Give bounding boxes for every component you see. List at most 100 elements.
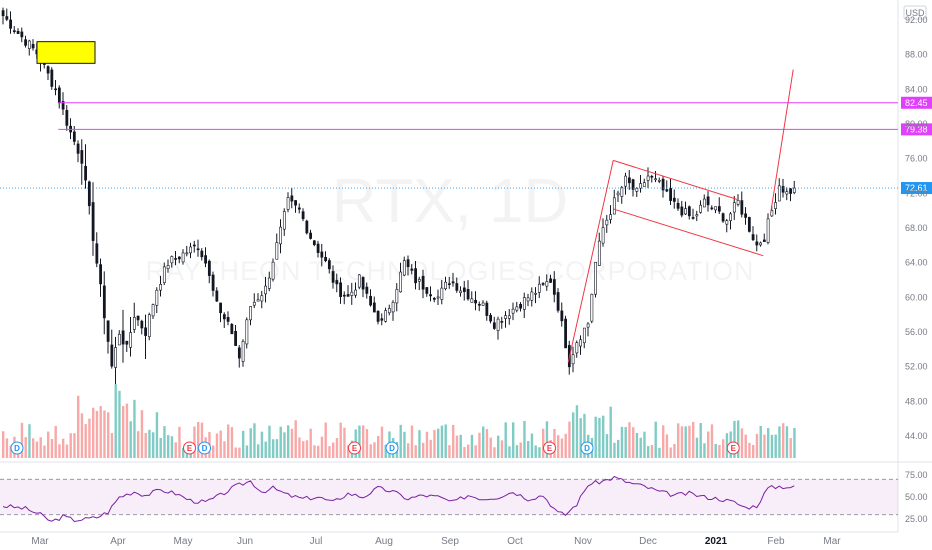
earnings-marker[interactable]: E — [726, 441, 740, 455]
candle[interactable] — [114, 336, 118, 385]
candle[interactable] — [631, 178, 635, 197]
dividend-marker[interactable]: D — [580, 441, 594, 455]
candle[interactable] — [57, 85, 61, 109]
candle[interactable] — [537, 276, 541, 299]
candle[interactable] — [646, 167, 650, 189]
candle[interactable] — [440, 279, 444, 305]
candle[interactable] — [185, 245, 189, 257]
candle[interactable] — [369, 289, 373, 307]
candle[interactable] — [264, 276, 268, 303]
candle[interactable] — [54, 80, 58, 96]
candle[interactable] — [121, 309, 125, 363]
candle[interactable] — [219, 302, 223, 323]
candle[interactable] — [256, 293, 260, 302]
candle[interactable] — [342, 291, 346, 305]
candle[interactable] — [162, 262, 166, 286]
candle[interactable] — [635, 187, 639, 197]
candle[interactable] — [327, 258, 331, 274]
candle[interactable] — [391, 300, 395, 321]
candle[interactable] — [354, 282, 358, 298]
candle[interactable] — [612, 189, 616, 215]
candle[interactable] — [350, 282, 354, 305]
candle[interactable] — [222, 312, 226, 328]
candle[interactable] — [444, 276, 448, 291]
candle[interactable] — [624, 172, 628, 195]
candle[interactable] — [339, 277, 343, 304]
candle[interactable] — [560, 302, 564, 327]
candle[interactable] — [549, 274, 553, 284]
candle[interactable] — [609, 205, 613, 224]
candle[interactable] — [774, 193, 778, 215]
candle[interactable] — [616, 190, 620, 203]
candle[interactable] — [20, 27, 24, 43]
candle[interactable] — [290, 187, 294, 209]
candle[interactable] — [455, 277, 459, 293]
candle[interactable] — [50, 67, 54, 90]
candle[interactable] — [432, 296, 436, 303]
candle[interactable] — [357, 273, 361, 290]
candle[interactable] — [181, 249, 185, 265]
candle[interactable] — [294, 200, 298, 213]
candle[interactable] — [665, 180, 669, 193]
candle[interactable] — [365, 282, 369, 299]
candle[interactable] — [699, 200, 703, 214]
candle[interactable] — [80, 139, 84, 185]
candle[interactable] — [331, 265, 335, 289]
candle[interactable] — [192, 240, 196, 253]
candle[interactable] — [237, 345, 241, 368]
candle[interactable] — [31, 39, 35, 51]
candle[interactable] — [305, 219, 309, 235]
candle[interactable] — [706, 191, 710, 212]
candle[interactable] — [672, 189, 676, 209]
candle[interactable] — [346, 285, 350, 297]
candle[interactable] — [447, 276, 451, 289]
candle[interactable] — [159, 275, 163, 297]
candle[interactable] — [496, 316, 500, 340]
dividend-marker[interactable]: D — [198, 441, 211, 455]
earnings-marker[interactable]: E — [348, 441, 361, 455]
candle[interactable] — [9, 11, 13, 34]
candle[interactable] — [564, 315, 568, 349]
candle[interactable] — [177, 256, 181, 264]
candle[interactable] — [492, 316, 496, 330]
candle[interactable] — [620, 185, 624, 204]
candle[interactable] — [642, 178, 646, 187]
trend-line[interactable] — [770, 69, 794, 213]
candle[interactable] — [474, 291, 478, 311]
candle[interactable] — [485, 300, 489, 321]
candle[interactable] — [489, 313, 493, 324]
candle[interactable] — [170, 255, 174, 268]
candle[interactable] — [196, 239, 200, 257]
candle[interactable] — [504, 311, 508, 328]
candle[interactable] — [571, 346, 575, 373]
candle[interactable] — [200, 248, 204, 261]
candle[interactable] — [695, 210, 699, 222]
candle[interactable] — [12, 26, 16, 34]
channel-upper-line[interactable] — [613, 159, 738, 200]
candle[interactable] — [376, 310, 380, 325]
candle[interactable] — [297, 203, 301, 214]
candle[interactable] — [166, 259, 170, 273]
candle[interactable] — [312, 240, 316, 247]
candle[interactable] — [575, 340, 579, 358]
candle[interactable] — [702, 194, 706, 208]
candle[interactable] — [372, 296, 376, 313]
trend-line[interactable] — [567, 160, 614, 363]
candle[interactable] — [785, 187, 789, 201]
earnings-marker[interactable]: E — [543, 441, 556, 455]
candle[interactable] — [95, 232, 99, 268]
candle[interactable] — [515, 301, 519, 313]
candle[interactable] — [759, 241, 763, 247]
candle[interactable] — [462, 280, 466, 301]
candle[interactable] — [252, 293, 256, 309]
dividend-marker[interactable]: D — [385, 441, 399, 455]
drawings[interactable] — [36, 41, 794, 363]
candle[interactable] — [402, 256, 406, 277]
candle[interactable] — [725, 218, 729, 233]
candle[interactable] — [429, 286, 433, 302]
candle[interactable] — [751, 226, 755, 242]
candle[interactable] — [710, 205, 714, 211]
candle[interactable] — [316, 240, 320, 258]
candle[interactable] — [5, 8, 9, 22]
candle[interactable] — [234, 325, 238, 346]
